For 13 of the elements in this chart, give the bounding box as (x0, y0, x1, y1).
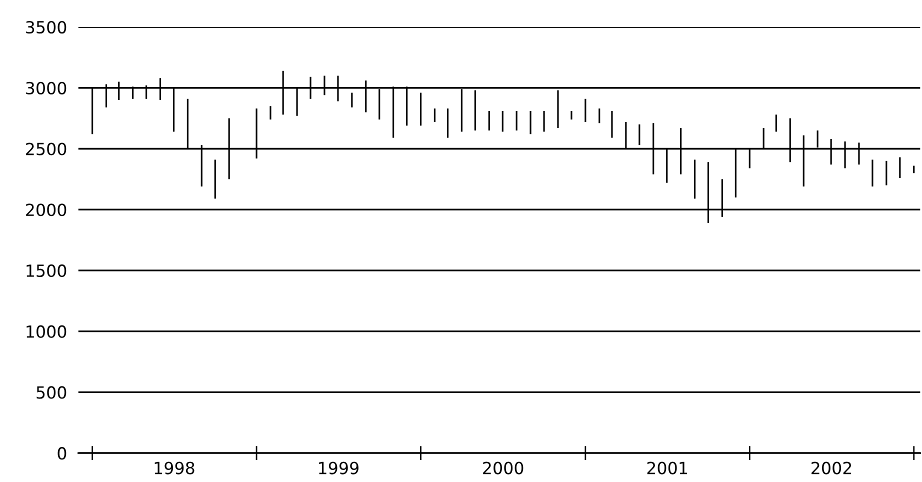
y-tick-label: 0 (58, 447, 66, 460)
y-tick-label: 2000 (26, 204, 66, 216)
x-tick-label: 2000 (483, 462, 524, 474)
x-tick-label: 2001 (647, 462, 687, 474)
x-tick-label: 1999 (319, 462, 358, 474)
y-tick-label: 2500 (26, 142, 66, 156)
y-tick-label: 1000 (26, 325, 66, 338)
x-tick-label: 2002 (812, 462, 852, 474)
y-tick-label: 3500 (26, 20, 66, 34)
x-tick-label: 1998 (154, 462, 194, 474)
y-tick-label: 1500 (26, 264, 66, 278)
y-tick-label: 3000 (26, 82, 66, 94)
y-tick-label: 500 (36, 386, 66, 399)
